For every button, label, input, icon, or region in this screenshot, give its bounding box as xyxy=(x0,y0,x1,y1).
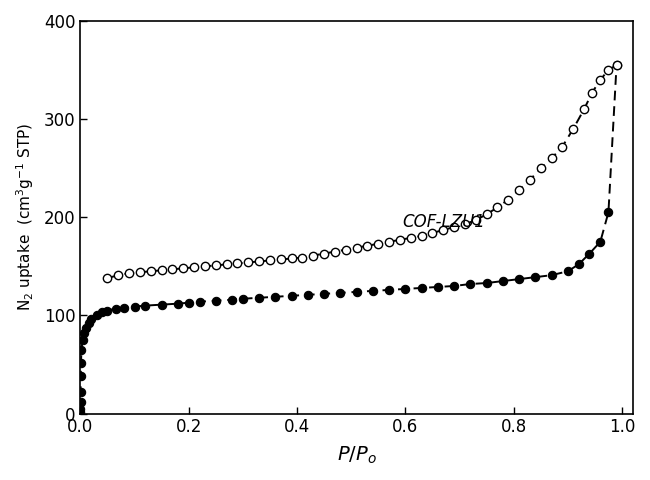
Y-axis label: N$_2$ uptake  (cm$^3$g$^{-1}$ STP): N$_2$ uptake (cm$^3$g$^{-1}$ STP) xyxy=(14,123,36,312)
X-axis label: $P/P_o$: $P/P_o$ xyxy=(337,445,376,466)
Text: COF-LZU1: COF-LZU1 xyxy=(402,213,486,231)
